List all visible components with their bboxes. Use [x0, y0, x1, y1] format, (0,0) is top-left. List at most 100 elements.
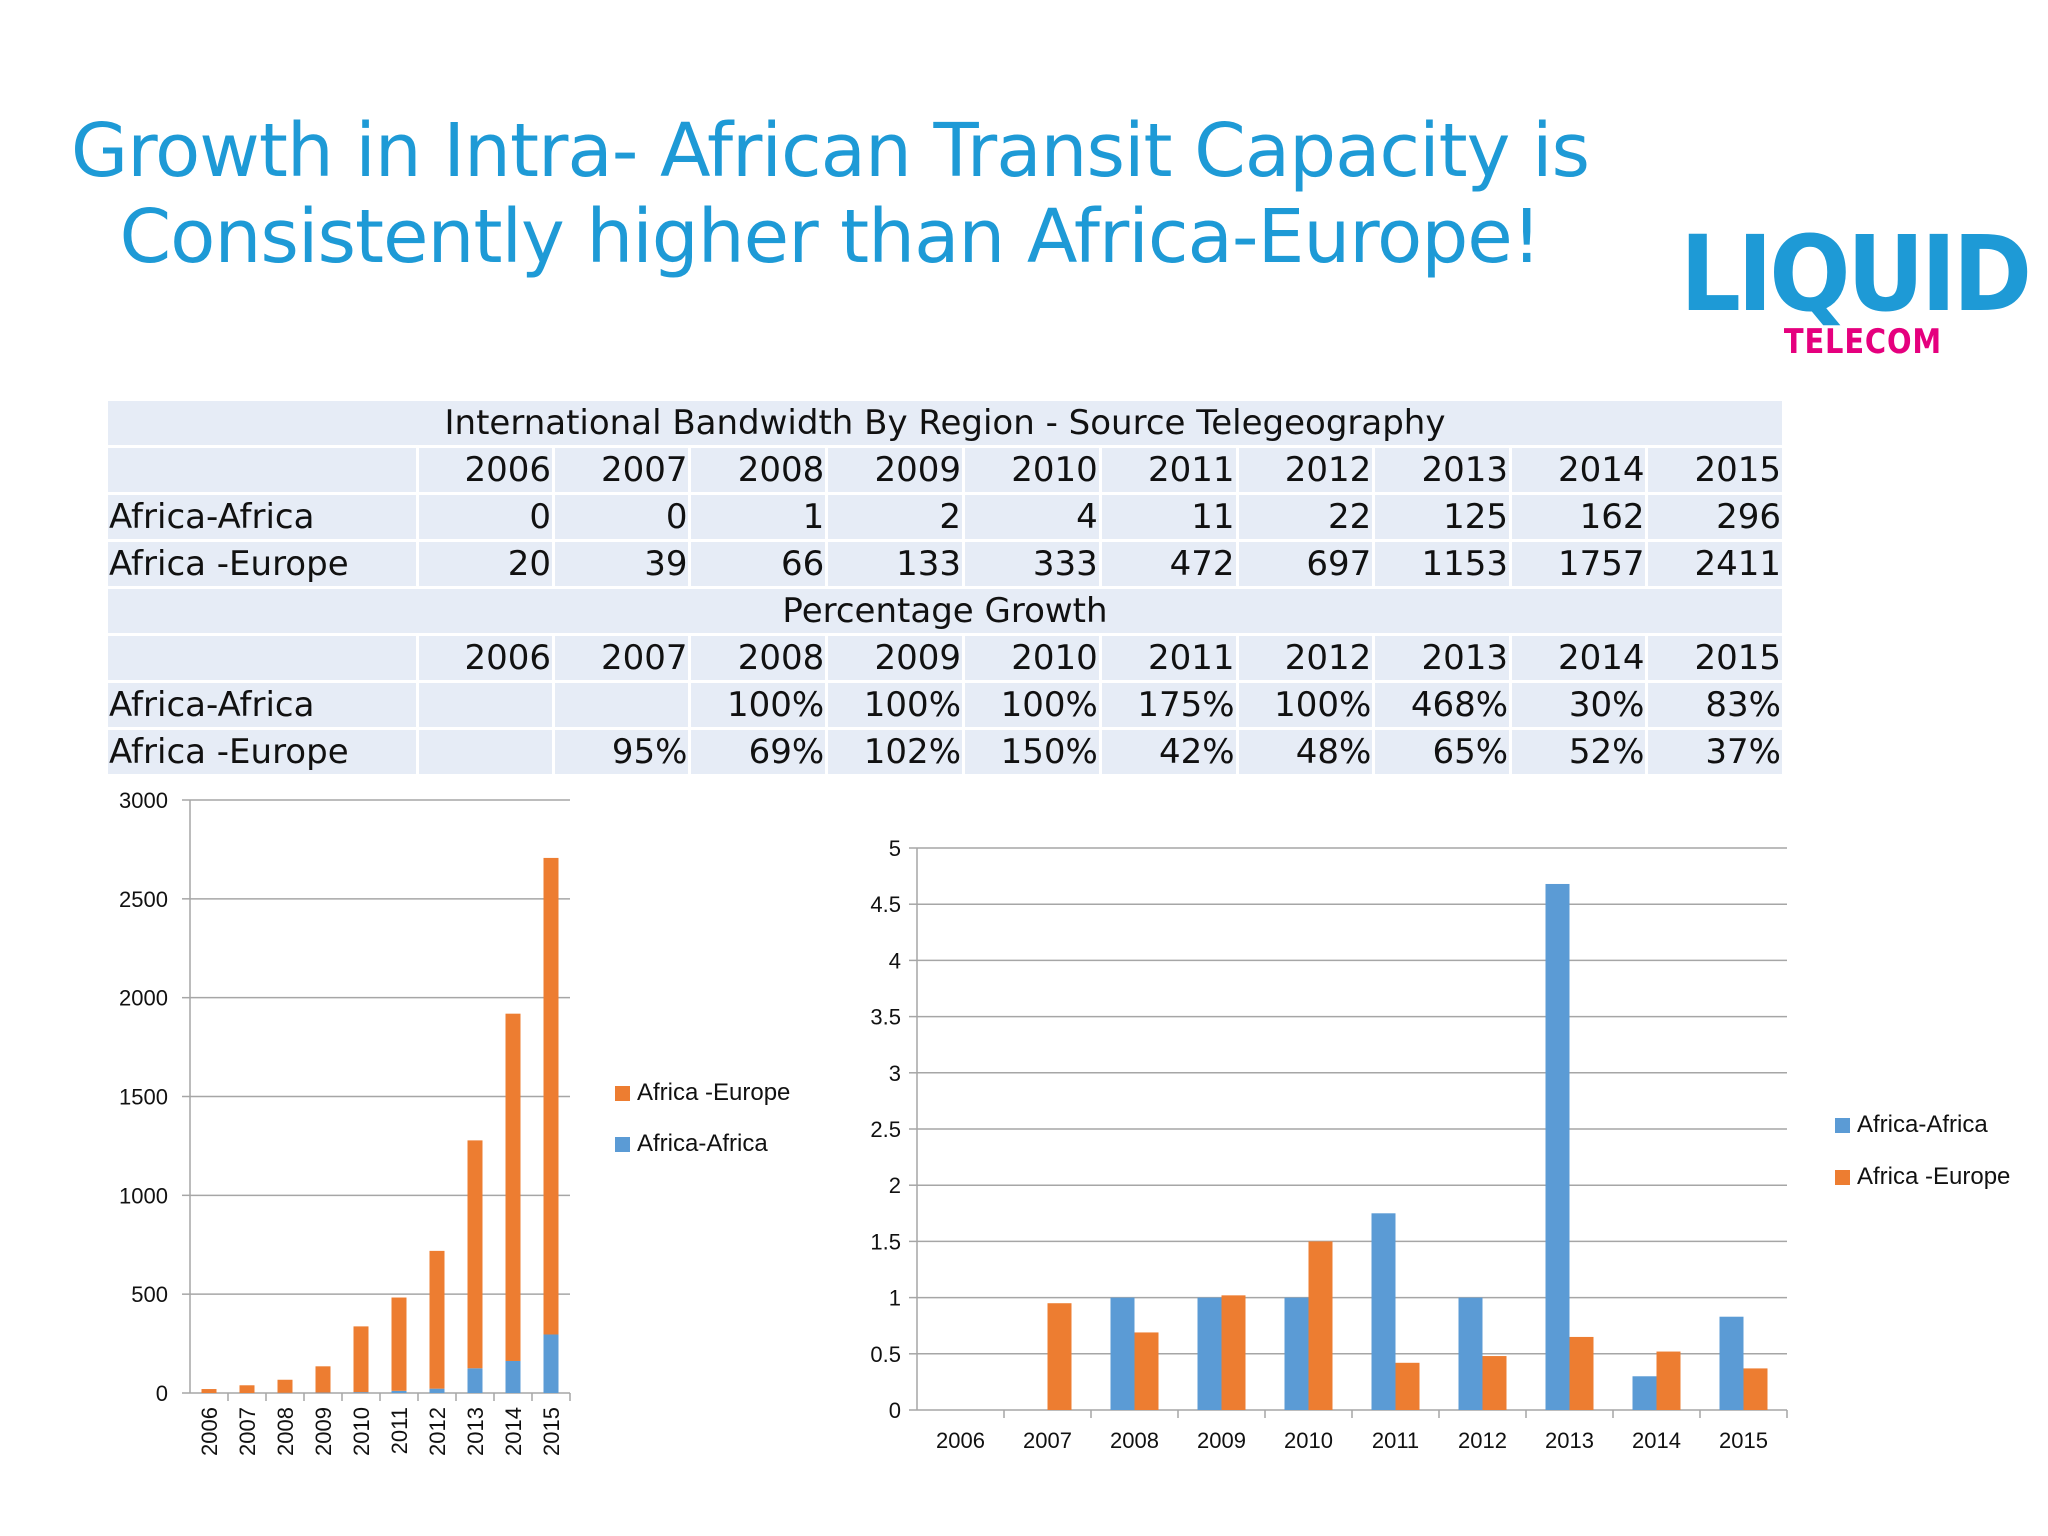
growth-year-header: 2009 [828, 636, 962, 680]
bar-africa-africa [1197, 1297, 1222, 1410]
growth-cell: 100% [691, 683, 826, 727]
legend-label: Africa -Europe [637, 1079, 790, 1106]
legend-swatch [1835, 1170, 1850, 1185]
table-title-row: International Bandwidth By Region - Sour… [108, 401, 1782, 445]
bar-africa-africa [429, 1388, 445, 1393]
growth-row-label: Africa-Africa [108, 683, 416, 727]
table-corner [108, 636, 416, 680]
growth-cell: 30% [1512, 683, 1646, 727]
growth-year-header: 2012 [1238, 636, 1373, 680]
table-year-header: 2014 [1512, 448, 1646, 492]
bar-africa-europe [505, 1013, 521, 1361]
table-year-header: 2008 [691, 448, 826, 492]
logo-word: LIQUID [1680, 213, 2032, 335]
table-cell: 1153 [1375, 542, 1510, 586]
growth-year-header: 2007 [555, 636, 689, 680]
table-year-row: 2006 2007 2008 2009 2010 2011 2012 2013 2014 2015 [108, 448, 1782, 492]
table-cell: 11 [1101, 495, 1236, 539]
y-tick-label: 5 [889, 836, 901, 861]
growth-year-header: 2013 [1375, 636, 1510, 680]
bar-africa-africa [391, 1390, 407, 1393]
growth-cell [418, 730, 553, 774]
growth-cell: 175% [1101, 683, 1236, 727]
table-cell: 4 [965, 495, 1099, 539]
bar-africa-africa [1371, 1213, 1396, 1410]
table-cell: 133 [828, 542, 962, 586]
y-tick-label: 0.5 [870, 1342, 901, 1367]
table-cell: 697 [1238, 542, 1373, 586]
table-year-header: 2006 [418, 448, 553, 492]
growth-title-row: Percentage Growth [108, 589, 1782, 633]
table-row-label: Africa-Africa [108, 495, 416, 539]
bar-africa-europe [1134, 1332, 1159, 1410]
growth-cell: 83% [1648, 683, 1782, 727]
growth-row-label: Africa -Europe [108, 730, 416, 774]
table-cell: 2411 [1648, 542, 1782, 586]
growth-year-header: 2011 [1101, 636, 1236, 680]
bar-africa-europe [1308, 1241, 1333, 1410]
bar-africa-africa [1545, 883, 1570, 1410]
table-row: Africa -Europe 20 39 66 133 333 472 697 1153 1757… [108, 542, 1782, 586]
table-row: Africa-Africa 0 0 1 2 4 11 22 125 162 296 [108, 495, 1782, 539]
x-tick-label: 2007 [1023, 1428, 1072, 1453]
growth-title: Percentage Growth [108, 589, 1782, 633]
x-tick-label: 2012 [1458, 1428, 1507, 1453]
growth-cell [418, 683, 553, 727]
bar-africa-europe [429, 1250, 445, 1389]
table-year-header: 2007 [555, 448, 689, 492]
y-tick-label: 3000 [119, 790, 168, 813]
y-tick-label: 0 [889, 1398, 901, 1423]
table-cell: 66 [691, 542, 826, 586]
table-cell: 472 [1101, 542, 1236, 586]
table-cell: 162 [1512, 495, 1646, 539]
growth-cell: 100% [965, 683, 1099, 727]
legend-label: Africa -Europe [1857, 1163, 2010, 1190]
y-tick-label: 1000 [119, 1183, 168, 1208]
x-tick-label: 2007 [235, 1407, 260, 1456]
bar-africa-europe [543, 857, 559, 1335]
growth-year-header: 2008 [691, 636, 826, 680]
legend-label: Africa-Africa [637, 1130, 768, 1157]
growth-cell [555, 683, 689, 727]
growth-cell: 65% [1375, 730, 1510, 774]
bar-africa-africa [467, 1368, 483, 1393]
x-tick-label: 2006 [936, 1428, 985, 1453]
table-year-header: 2010 [965, 448, 1099, 492]
growth-year-header: 2015 [1648, 636, 1782, 680]
table-cell: 2 [828, 495, 962, 539]
growth-cell: 150% [965, 730, 1099, 774]
x-tick-label: 2014 [501, 1407, 526, 1456]
bar-africa-europe [1656, 1351, 1681, 1410]
legend-swatch [1835, 1118, 1850, 1133]
growth-bar-chart: 0 0.5 1 1.5 2 2.5 3 3.5 4 4.5 5 2006 2007 2008 2009 201… [870, 836, 2010, 1453]
table-cell: 1757 [1512, 542, 1646, 586]
y-tick-label: 2000 [119, 986, 168, 1011]
bar-africa-europe [315, 1366, 331, 1393]
table-cell: 22 [1238, 495, 1373, 539]
y-tick-label: 3 [889, 1061, 901, 1086]
growth-year-header: 2006 [418, 636, 553, 680]
growth-row: Africa -Europe 95% 69% 102% 150% 42% 48% 65% 52%… [108, 730, 1782, 774]
bar-africa-europe [201, 1389, 217, 1393]
slide-title: Growth in Intra- African Transit Capacit… [0, 108, 1660, 280]
x-tick-label: 2011 [387, 1407, 412, 1454]
bar-africa-europe [391, 1297, 407, 1391]
y-tick-label: 500 [131, 1282, 168, 1307]
table-cell: 333 [965, 542, 1099, 586]
table-year-header: 2011 [1101, 448, 1236, 492]
table-cell: 125 [1375, 495, 1510, 539]
bar-africa-africa [1284, 1297, 1309, 1410]
x-tick-label: 2008 [1110, 1428, 1159, 1453]
bar-africa-europe [1395, 1362, 1420, 1410]
growth-cell: 52% [1512, 730, 1646, 774]
table-cell: 39 [555, 542, 689, 586]
growth-year-row: 2006 2007 2008 2009 2010 2011 2012 2013 2014 2015 [108, 636, 1782, 680]
y-tick-label: 1500 [119, 1085, 168, 1110]
growth-row: Africa-Africa 100% 100% 100% 175% 100% 468% 30%… [108, 683, 1782, 727]
bar-africa-europe [1569, 1336, 1594, 1410]
table-row-label: Africa -Europe [108, 542, 416, 586]
table-cell: 0 [555, 495, 689, 539]
y-tick-label: 1.5 [870, 1229, 901, 1254]
table-year-header: 2012 [1238, 448, 1373, 492]
table-cell: 296 [1648, 495, 1782, 539]
